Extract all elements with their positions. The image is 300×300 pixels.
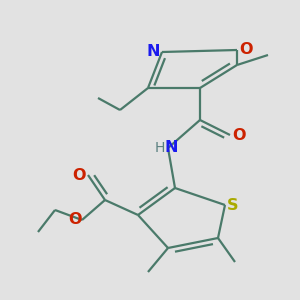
Text: O: O: [232, 128, 245, 142]
Text: N: N: [165, 140, 178, 155]
Text: N: N: [146, 44, 160, 59]
Text: O: O: [239, 43, 253, 58]
Text: H: H: [154, 141, 165, 155]
Text: O: O: [73, 167, 86, 182]
Text: O: O: [68, 212, 82, 227]
Text: S: S: [227, 197, 238, 212]
